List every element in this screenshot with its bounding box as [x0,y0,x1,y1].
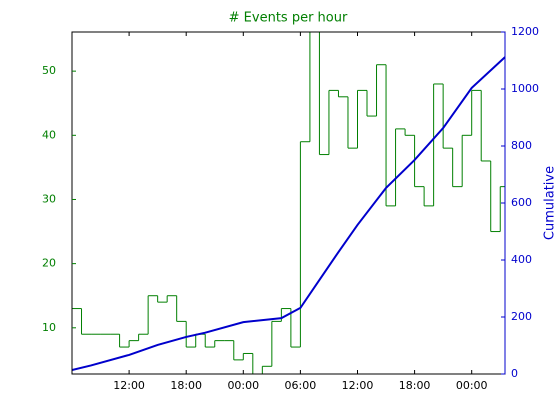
y2-tick-label: 1200 [511,25,539,38]
y2-axis-label: Cumulative [543,166,558,240]
plot-area [72,32,505,374]
x-tick-label: 12:00 [113,379,145,392]
y-tick-label: 20 [42,257,56,270]
y-tick-label: 50 [42,64,56,77]
y2-tick-label: 400 [511,253,532,266]
x-tick-label: 12:00 [342,379,374,392]
x-tick-label: 06:00 [285,379,317,392]
chart-title: # Events per hour [229,11,348,26]
x-tick-label: 18:00 [399,379,431,392]
x-tick-label: 00:00 [227,379,259,392]
y2-tick-label: 800 [511,139,532,152]
x-tick-label: 18:00 [170,379,202,392]
cumulative-line [72,56,505,371]
y2-tick-label: 200 [511,310,532,323]
y-tick-label: 30 [42,192,56,205]
x-tick-label: 00:00 [456,379,488,392]
y2-tick-label: 600 [511,196,532,209]
y2-tick-label: 1000 [511,82,539,95]
y-tick-label: 10 [42,321,56,334]
y2-tick-label: 0 [511,367,518,380]
y-tick-label: 40 [42,128,56,141]
